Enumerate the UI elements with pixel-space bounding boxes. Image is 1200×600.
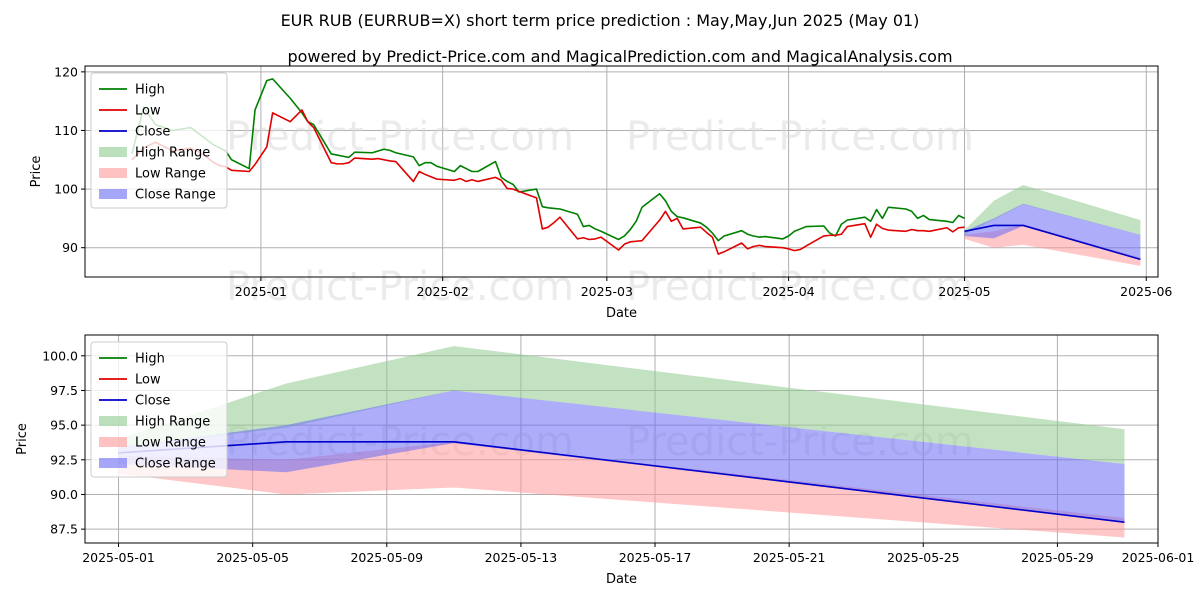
x-tick-label: 2025-04 <box>762 284 814 299</box>
y-tick-label: 110 <box>54 123 78 138</box>
legend-label: High Range <box>135 146 210 161</box>
legend-swatch <box>99 168 127 178</box>
legend-label: Low Range <box>135 436 206 451</box>
low-range-band <box>118 441 1125 538</box>
y-tick-label: 95.0 <box>50 418 78 433</box>
legend-label: Close Range <box>135 457 216 472</box>
x-tick-label: 2025-01 <box>235 284 287 299</box>
legend-label: Close <box>135 125 170 140</box>
y-axis-label: Price <box>29 156 44 188</box>
plot-frame <box>84 65 1159 278</box>
x-axis-label: Date <box>606 572 637 587</box>
high-range-band <box>118 346 1125 464</box>
legend-swatch <box>99 147 127 157</box>
x-tick-label: 2025-06-01 <box>1122 550 1195 565</box>
watermark-text: Predict-Price.com <box>226 114 574 160</box>
y-tick-label: 100.0 <box>42 348 78 363</box>
x-tick-label: 2025-05-13 <box>485 550 558 565</box>
bottom-panel: Predict-Price.comPredict-Price.com2025-0… <box>15 334 1195 587</box>
top-panel: Predict-Price.com Predict-Price.com Predic… <box>29 64 1172 321</box>
legend-label: Low <box>135 104 161 119</box>
legend-swatch <box>99 189 127 199</box>
chart-title: EUR RUB (EURRUB=X) short term price pred… <box>281 11 920 30</box>
x-tick-label: 2025-02 <box>417 284 469 299</box>
legend-label: Close <box>135 394 170 409</box>
chart-subtitle: powered by Predict-Price.com and Magical… <box>287 47 952 66</box>
legend-label: Low <box>135 373 161 388</box>
watermark-text: Predict-Price.com <box>626 264 974 310</box>
x-tick-label: 2025-05-05 <box>216 550 289 565</box>
x-tick-label: 2025-05 <box>938 284 990 299</box>
plot-frame <box>84 334 1159 544</box>
legend-label: High <box>135 352 165 367</box>
x-tick-label: 2025-05-29 <box>1021 550 1094 565</box>
y-tick-label: 90 <box>62 240 78 255</box>
x-tick-label: 2025-05-17 <box>619 550 692 565</box>
x-tick-label: 2025-05-09 <box>350 550 423 565</box>
y-tick-label: 97.5 <box>50 383 78 398</box>
y-tick-label: 90.0 <box>50 487 78 502</box>
close-range-band <box>964 203 1141 260</box>
legend-label: High Range <box>135 415 210 430</box>
x-tick-label: 2025-06 <box>1120 284 1172 299</box>
legend-label: Low Range <box>135 167 206 182</box>
legend-swatch <box>99 458 127 468</box>
close-series-line <box>964 224 1141 261</box>
y-tick-label: 92.5 <box>50 452 78 467</box>
watermark-text: Predict-Price.com <box>626 114 974 160</box>
y-axis-label: Price <box>15 423 30 455</box>
x-tick-label: 2025-05-25 <box>887 550 960 565</box>
y-tick-label: 120 <box>54 64 78 79</box>
x-tick-label: 2025-03 <box>581 284 633 299</box>
legend-label: High <box>135 83 165 98</box>
x-tick-label: 2025-05-01 <box>82 550 155 565</box>
low-series-line <box>131 109 965 255</box>
legend-swatch <box>99 437 127 447</box>
watermark-text: Predict-Price.com <box>226 264 574 310</box>
close-range-band <box>118 390 1125 523</box>
x-tick-label: 2025-05-21 <box>753 550 826 565</box>
legend-label: Close Range <box>135 188 216 203</box>
legend-swatch <box>99 416 127 426</box>
x-axis-label: Date <box>606 306 637 321</box>
high-range-band <box>964 184 1141 235</box>
y-tick-label: 100 <box>54 182 78 197</box>
y-tick-label: 87.5 <box>50 522 78 537</box>
low-range-band <box>964 224 1141 266</box>
